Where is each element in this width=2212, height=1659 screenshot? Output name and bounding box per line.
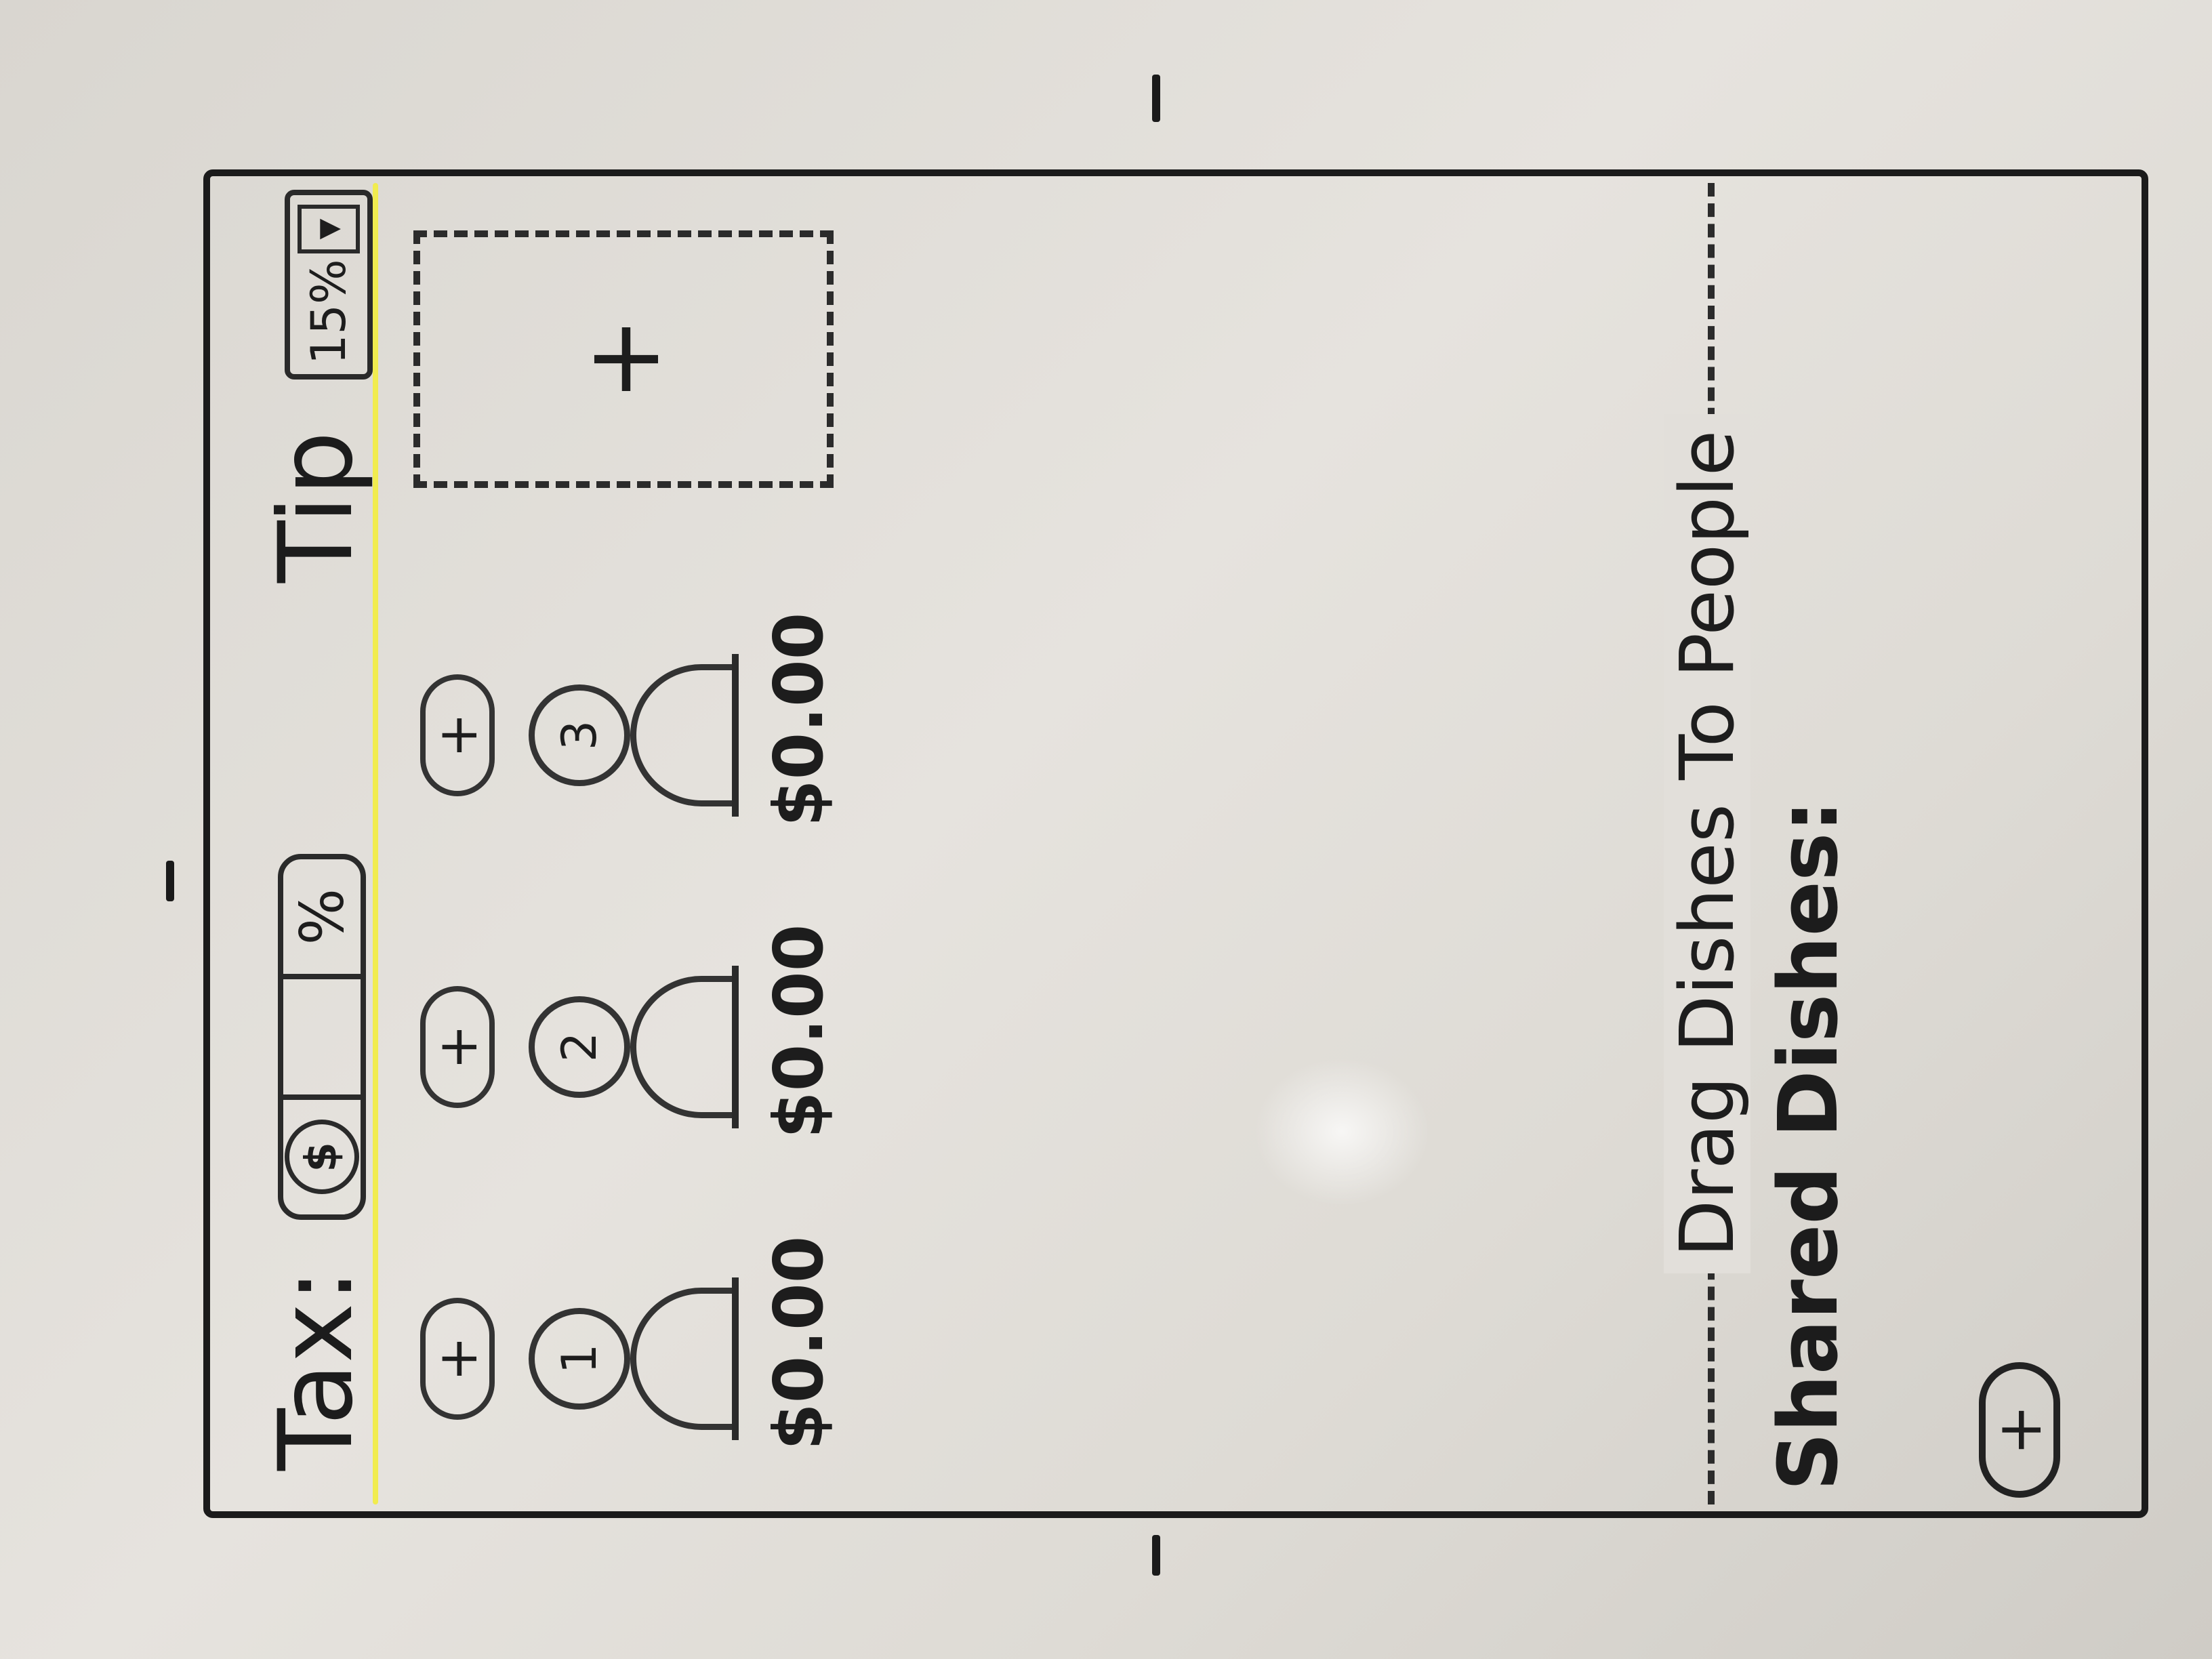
add-person-button[interactable]: + (413, 230, 834, 488)
tip-value: 15% (301, 259, 356, 365)
chevron-down-icon[interactable]: ▼ (298, 205, 360, 253)
tax-mode-toggle[interactable]: $ % (278, 854, 366, 1220)
board-tick-top (1152, 75, 1160, 122)
add-dish-button[interactable]: + (420, 1298, 495, 1420)
person-total: $0.00 (759, 612, 838, 827)
add-dish-button[interactable]: + (420, 986, 495, 1108)
person-total: $0.00 (759, 1235, 838, 1450)
board-tick-bottom (1152, 1535, 1160, 1576)
person-avatar-body (630, 664, 732, 806)
add-dish-button[interactable]: + (420, 674, 495, 796)
person-card-2[interactable]: + 2 $0.00 (407, 922, 895, 1166)
person-avatar-base (732, 654, 739, 817)
shared-dishes-label: Shared Dishes: (1762, 800, 1856, 1491)
drop-zone-text: Drag Dishes To People (1664, 413, 1750, 1274)
person-avatar-head: 3 (529, 684, 630, 786)
tip-label: Tip (258, 431, 375, 583)
board-tick-left (166, 861, 174, 901)
person-card-1[interactable]: + 1 $0.00 (407, 1233, 895, 1477)
tip-dropdown[interactable]: 15% ▼ (285, 190, 373, 380)
person-avatar-base (732, 966, 739, 1128)
person-card-3[interactable]: + 3 $0.00 (407, 610, 895, 854)
drop-zone-label: Drag Dishes To People (1664, 169, 1750, 1518)
person-avatar-base (732, 1277, 739, 1440)
whiteboard-glare (1254, 1057, 1430, 1206)
person-total: $0.00 (759, 924, 838, 1139)
tax-label: Tax: (258, 1268, 375, 1471)
tax-percent-option[interactable]: % (283, 859, 361, 980)
device-frame (203, 169, 2148, 1518)
person-avatar-body (630, 976, 732, 1118)
tax-dollar-option[interactable]: $ (283, 1100, 361, 1214)
person-avatar-head: 1 (529, 1308, 630, 1410)
tax-input-segment[interactable] (283, 979, 361, 1100)
person-avatar-head: 2 (529, 996, 630, 1098)
tax-dollar-symbol: $ (285, 1120, 359, 1195)
person-avatar-body (630, 1288, 732, 1430)
add-shared-dish-button[interactable]: + (1979, 1362, 2060, 1498)
app-screen: Tax: $ % Tip 15% ▼ + 1 $0.00 + 2 $0.00 +… (203, 169, 2148, 1518)
